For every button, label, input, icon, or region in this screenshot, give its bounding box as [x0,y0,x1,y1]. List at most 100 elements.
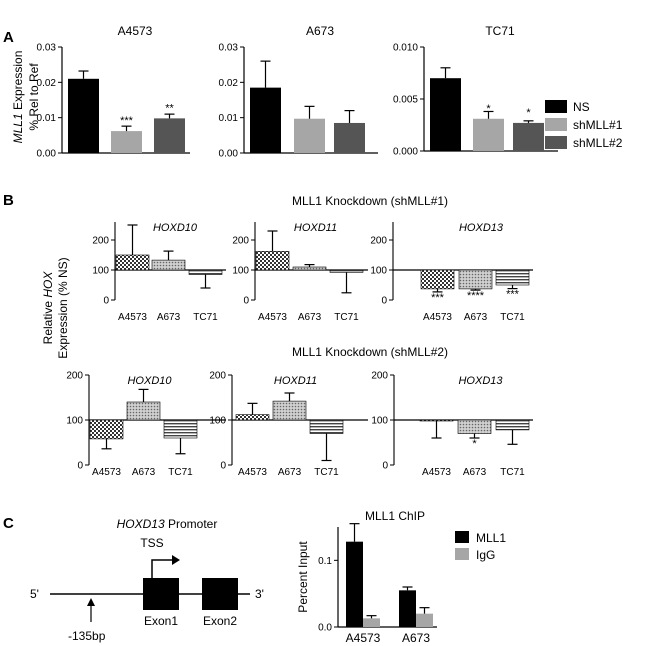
y-tick-label: 0.01 [219,113,239,124]
chart-title: HOXD13 [459,222,504,234]
bar-mll1-a673 [399,590,416,627]
bar-tc71 [495,419,530,431]
y-axis-label: Percent Input [296,541,310,613]
bar-tc71 [309,419,344,434]
x-tick-label: A673 [463,467,487,478]
x-tick-label: A673 [464,312,488,323]
y-tick-label: 0 [103,296,109,307]
y-tick-label: 100 [371,416,388,427]
y-tick-label: 0.03 [219,43,239,54]
y-tick-label: 0 [77,461,83,472]
significance-label: *** [120,115,134,127]
x-tick-label: A4573 [346,631,381,645]
bar-ns [250,87,281,153]
panel-b-ylabel-line1: Relative HOX [41,271,55,345]
tss-arrow-head [172,555,180,565]
chart-b-shmll-1-hoxd11: HOXD11 0 100 200 A4573 A673 TC71 [232,222,368,323]
y-tick-label: 100 [370,266,387,277]
bar-igg-a4573 [363,618,380,627]
bar-a4573 [419,419,454,422]
x-tick-label: A673 [298,312,322,323]
site-label: -135bp [68,629,106,643]
bar-tc71 [495,269,530,286]
y-tick-label: 0.1 [318,556,332,567]
bar-shmll-2 [334,122,365,153]
bar-a673 [151,259,186,271]
chart-title: TC71 [485,24,515,38]
x-tick-label: TC71 [500,467,525,478]
panel-b-title-shmll1: MLL1 Knockdown (shMLL#1) [292,194,448,208]
y-tick-label: 200 [209,371,226,382]
x-tick-label: A673 [402,631,430,645]
chart-a-tc71: TC71 0.000 0.005 0.010 * * [393,24,558,158]
y-tick-label: 100 [66,416,83,427]
chart-title: A4573 [118,24,153,38]
y-tick-label: 0 [243,296,249,307]
y-tick-label: 200 [232,236,249,247]
y-tick-label: 200 [370,236,387,247]
bar-a673 [272,400,307,421]
y-tick-label: 0.0 [318,623,332,634]
bar-mll1-a4573 [346,541,363,627]
y-tick-label: 0.01 [37,113,57,124]
bar-igg-a673 [416,613,433,627]
significance-label: * [472,438,477,450]
panel-letter-c: C [3,515,14,532]
promoter-diagram: HOXD13 Promoter TSS 5' 3' Exon1 Exon2 -1… [30,517,264,643]
panel-a-ylabel-line2: % Rel to Ref [27,63,41,131]
promoter-title: HOXD13 Promoter [117,517,218,531]
significance-label: ** [165,102,174,114]
bar-a4573 [89,419,124,440]
chart-b-shmll-1-hoxd10: HOXD10 0 100 200 A4573 A673 TC71 [92,222,226,323]
significance-label: * [486,103,491,115]
x-tick-label: A4573 [238,467,267,478]
legend-swatch-shmll1 [545,118,567,131]
charts: A45730.000.010.020.03*****A6730.000.010.… [37,24,558,645]
bar-shmll-2 [513,122,544,151]
bar-shmll-1 [294,118,325,153]
panel-a-ylabel-rest: Expression [11,51,25,114]
x-tick-label: TC71 [193,312,218,323]
x-tick-label: A4573 [118,312,147,323]
y-tick-label: 0 [220,461,226,472]
chip-legend-swatch-igg [455,548,469,560]
panel-a-legend: NS shMLL#1 shMLL#2 [545,100,623,150]
exon2-label: Exon2 [203,614,237,628]
exon2-box [202,578,238,610]
x-tick-label: TC71 [314,467,339,478]
panel-letter-a: A [3,29,14,46]
five-prime-label: 5' [30,587,39,601]
y-tick-label: 0.02 [37,78,57,89]
chart-c-mll1-chip: MLL1 ChIP Percent Input 0.0 0.1 A4573 A673 [296,509,437,645]
panel-b-ylabel-rest: Relative [41,298,55,345]
bar-ns [430,78,461,151]
x-tick-label: TC71 [334,312,359,323]
bar-tc71 [329,269,364,273]
panel-b-ylabel-line2: Expression (% NS) [56,257,70,358]
x-tick-label: TC71 [500,312,525,323]
bar-a4573 [255,251,290,271]
significance-label: *** [431,292,445,304]
x-tick-label: A4573 [422,467,451,478]
chart-title: HOXD13 [458,375,503,387]
panel-b-ylabel-gene: HOX [41,271,55,298]
panel-b-title-shmll2: MLL1 Knockdown (shMLL#2) [292,345,448,359]
panel-a-ylabel-gene: MLL1 [11,113,25,143]
chart-b-shmll-2-hoxd10: HOXD10 0 100 200 A4573 A673 TC71 [66,371,226,478]
chart-a-a673: A673 0.00 0.01 0.02 0.03 [219,24,378,160]
legend-label-shmll1: shMLL#1 [573,118,623,132]
significance-label: *** [506,289,520,301]
x-tick-label: A673 [157,312,181,323]
y-tick-label: 200 [66,371,83,382]
chart-title: HOXD10 [127,375,172,387]
bar-shmll-1 [111,131,142,153]
promoter-title-gene: HOXD13 [117,517,165,531]
legend-label-shmll2: shMLL#2 [573,136,623,150]
exon1-label: Exon1 [144,614,178,628]
bar-a4573 [235,414,270,421]
significance-label: **** [467,290,485,302]
chart-title: A673 [306,24,334,38]
chart-b-shmll-2-hoxd11: HOXD11 0 100 200 A4573 A673 TC71 [209,371,368,478]
x-tick-label: A4573 [92,467,121,478]
